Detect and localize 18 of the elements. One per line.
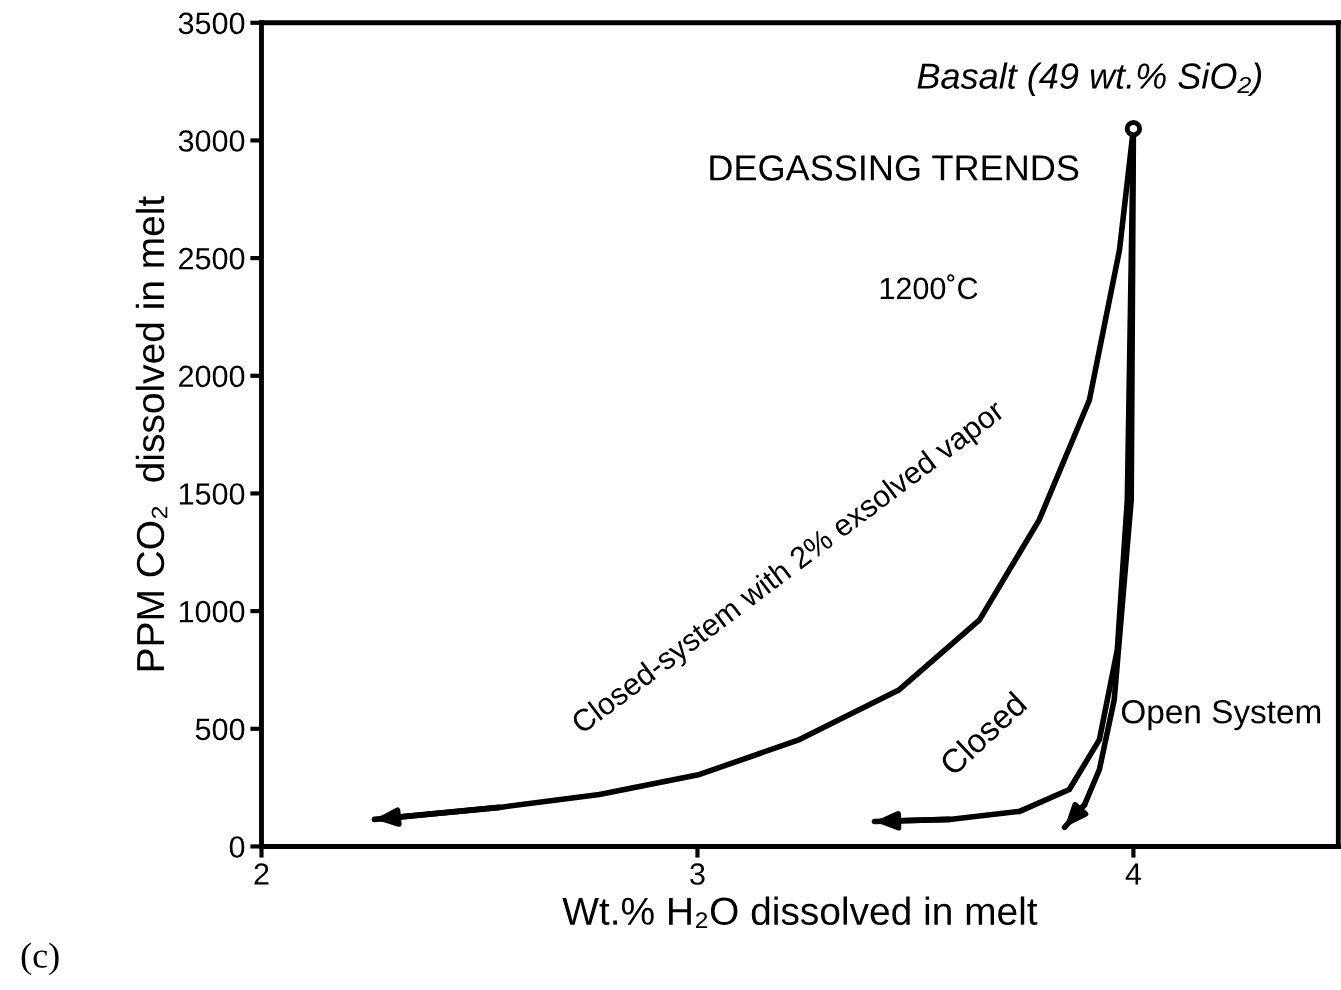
y-tick-label: 500 (195, 718, 245, 741)
text: (c) (21, 942, 59, 976)
y-axis-title: PPM CO₂ dissolved in melt (135, 196, 168, 671)
y-tick-label: 1500 (179, 483, 245, 505)
x-axis-title: Wt.% H₂O dissolved in melt (562, 896, 1038, 928)
series-label: Open System (1121, 700, 1321, 731)
y-tick-label: 1000 (179, 600, 245, 623)
annotation: DEGASSING TRENDS (710, 155, 1079, 181)
x-tick-label: 2 (254, 863, 269, 885)
x-tick-label: 3 (690, 863, 705, 885)
y-tick-label: 2000 (179, 365, 245, 388)
annotation: 1200˚C (880, 274, 978, 300)
y-tick-label: 3500 (178, 12, 245, 35)
annotation: Basalt (49 wt.% SiO₂) (917, 62, 1262, 97)
y-tick-label: 0 (229, 836, 245, 858)
y-tick-label: 2500 (179, 247, 245, 270)
y-tick-label: 3000 (178, 130, 245, 152)
x-tick-label: 4 (1125, 863, 1142, 885)
